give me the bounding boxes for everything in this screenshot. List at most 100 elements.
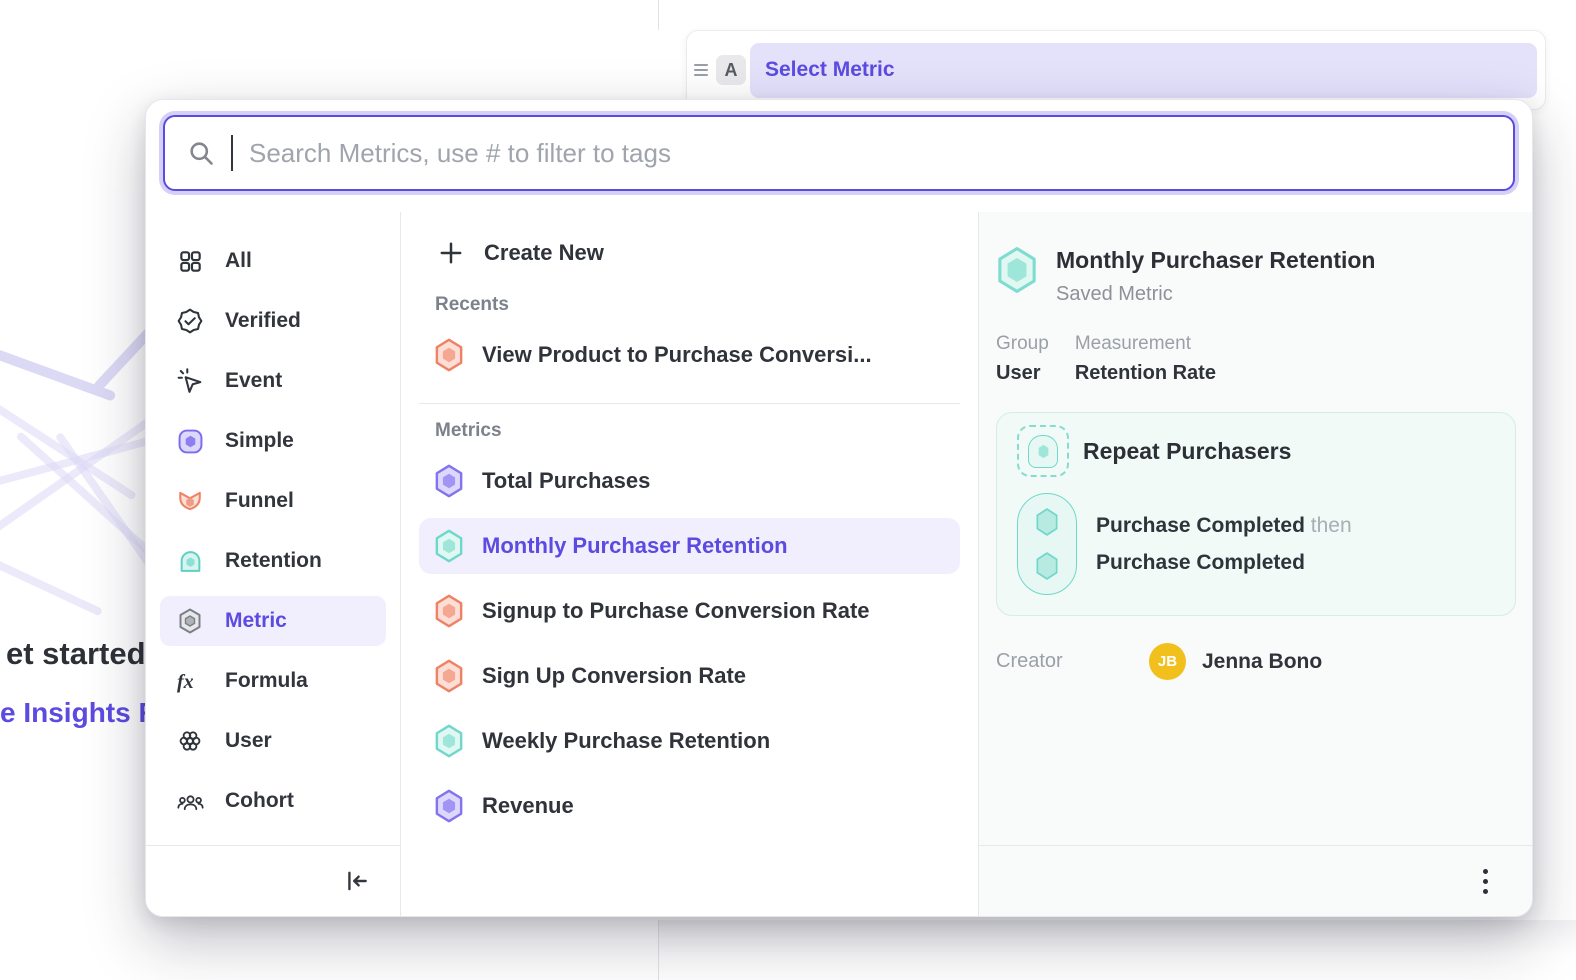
- sidebar-footer: [146, 845, 400, 916]
- formula-fx-icon: fx: [176, 667, 204, 695]
- measurement-label: Measurement: [1074, 333, 1191, 354]
- metric-hexagon-icon: [176, 607, 204, 635]
- creator-label: Creator: [996, 650, 1063, 672]
- retention-steps: Purchase Completed then Purchase Complet…: [1096, 493, 1352, 595]
- create-new-button[interactable]: Create New: [419, 228, 960, 278]
- metric-item-label: Monthly Purchaser Retention: [482, 533, 788, 558]
- metric-item-label: Weekly Purchase Retention: [482, 728, 771, 753]
- group-value: User: [996, 362, 1041, 384]
- user-cluster-icon: [176, 727, 204, 755]
- sidebar-item-metric[interactable]: Metric: [160, 596, 386, 646]
- sidebar-item-verified[interactable]: Verified: [160, 296, 386, 346]
- hexagon-metric-icon-orange: [433, 338, 465, 372]
- svg-text:fx: fx: [177, 671, 194, 693]
- sidebar-item-label: Retention: [225, 549, 322, 572]
- creator-row: Creator JB Jenna Bono: [996, 643, 1516, 680]
- event-cursor-icon: [176, 367, 204, 395]
- definition-title: Repeat Purchasers: [1083, 437, 1292, 464]
- retention-arch-icon: [176, 547, 204, 575]
- sidebar-item-cohort[interactable]: Cohort: [160, 776, 386, 826]
- metric-item-weekly-purchase-retention[interactable]: Weekly Purchase Retention: [419, 713, 960, 769]
- metric-item-label: Sign Up Conversion Rate: [482, 663, 747, 688]
- background-heading-partial: et started.: [6, 636, 146, 671]
- measurement-value: Retention Rate: [1074, 362, 1216, 384]
- background-link-partial[interactable]: e Insights Re: [0, 697, 146, 728]
- recent-metric-item[interactable]: View Product to Purchase Conversi...: [419, 327, 960, 383]
- sidebar-item-all[interactable]: All: [160, 236, 386, 286]
- metric-item-signup-to-purchase[interactable]: Signup to Purchase Conversion Rate: [419, 583, 960, 639]
- step-2-event: Purchase Completed: [1096, 550, 1305, 574]
- search-icon: [190, 142, 213, 165]
- detail-footer: [979, 845, 1532, 916]
- group-property: Group User: [996, 333, 1049, 385]
- group-label: Group: [996, 333, 1049, 354]
- filter-sidebar: All Verified: [146, 212, 401, 916]
- sidebar-item-label: Formula: [225, 669, 308, 692]
- sidebar-item-label: All: [225, 249, 252, 272]
- hexagon-metric-icon-teal-large: [998, 247, 1036, 293]
- sidebar-item-label: User: [225, 729, 272, 752]
- metric-item-label: Revenue: [482, 793, 574, 818]
- sidebar-item-user[interactable]: User: [160, 716, 386, 766]
- sidebar-item-event[interactable]: Event: [160, 356, 386, 406]
- background-panel-divider: [658, 920, 659, 980]
- metric-item-total-purchases[interactable]: Total Purchases: [419, 453, 960, 509]
- detail-header: Monthly Purchaser Retention Saved Metric: [996, 246, 1516, 306]
- section-divider: [419, 403, 960, 404]
- hexagon-step-icon: [1036, 551, 1058, 580]
- search-input[interactable]: [249, 137, 1491, 169]
- metric-picker-modal: All Verified: [145, 99, 1533, 917]
- retention-definition-icon: [1017, 425, 1069, 477]
- metric-item-monthly-purchaser-retention[interactable]: Monthly Purchaser Retention: [419, 518, 960, 574]
- sidebar-item-funnel[interactable]: Funnel: [160, 476, 386, 526]
- simple-metric-icon: [176, 427, 204, 455]
- sidebar-item-simple[interactable]: Simple: [160, 416, 386, 466]
- series-a-badge[interactable]: A: [716, 55, 746, 85]
- cohort-people-icon: [176, 787, 204, 815]
- metric-definition-card: Repeat Purchasers Purchase Completed: [996, 412, 1516, 616]
- hexagon-metric-icon-teal: [433, 529, 465, 563]
- sidebar-item-label: Funnel: [225, 489, 294, 512]
- step-1-event: Purchase Completed: [1096, 513, 1305, 537]
- detail-title: Monthly Purchaser Retention: [1056, 247, 1376, 273]
- recents-section-title: Recents: [435, 294, 509, 315]
- metric-item-label: Signup to Purchase Conversion Rate: [482, 598, 870, 623]
- background-shadow: [659, 920, 1576, 954]
- sidebar-item-label: Event: [225, 369, 283, 392]
- detail-properties: Group User Measurement Retention Rate: [996, 333, 1516, 385]
- hexagon-metric-icon-purple: [433, 464, 465, 498]
- background-illustration: [0, 300, 146, 680]
- retention-steps-pill: [1017, 493, 1077, 595]
- background-panel-divider: [658, 0, 659, 30]
- hexagon-step-icon: [1036, 508, 1058, 537]
- sidebar-item-formula[interactable]: fx Formula: [160, 656, 386, 706]
- metric-item-label: Total Purchases: [482, 468, 651, 493]
- sidebar-item-label: Cohort: [225, 789, 294, 812]
- verified-badge-icon: [176, 307, 204, 335]
- metric-item-label: View Product to Purchase Conversi...: [482, 342, 872, 367]
- hexagon-metric-icon-orange: [433, 594, 465, 628]
- modal-content: All Verified: [146, 212, 1532, 916]
- search-bar: [163, 115, 1515, 191]
- measurement-property: Measurement Retention Rate: [1075, 333, 1216, 385]
- sidebar-item-label: Simple: [225, 429, 294, 452]
- metric-item-revenue[interactable]: Revenue: [419, 778, 960, 834]
- collapse-left-icon[interactable]: [340, 864, 374, 898]
- sidebar-item-label: Metric: [225, 609, 287, 632]
- grid-icon: [176, 247, 204, 275]
- hexagon-metric-icon-orange: [433, 659, 465, 693]
- funnel-icon: [176, 487, 204, 515]
- hexagon-metric-icon-teal: [433, 724, 465, 758]
- metric-detail-panel: Monthly Purchaser Retention Saved Metric…: [979, 212, 1532, 916]
- creator-avatar: JB: [1149, 643, 1186, 680]
- metric-item-sign-up-conversion[interactable]: Sign Up Conversion Rate: [419, 648, 960, 704]
- creator-name: Jenna Bono: [1202, 649, 1323, 673]
- hexagon-metric-icon-purple: [433, 789, 465, 823]
- select-metric-button[interactable]: Select Metric: [750, 42, 1537, 98]
- sidebar-item-retention[interactable]: Retention: [160, 536, 386, 586]
- drag-handle-icon[interactable]: [694, 64, 710, 76]
- more-options-icon[interactable]: [1477, 863, 1494, 900]
- detail-subtitle: Saved Metric: [1056, 283, 1173, 305]
- create-new-label: Create New: [484, 240, 604, 265]
